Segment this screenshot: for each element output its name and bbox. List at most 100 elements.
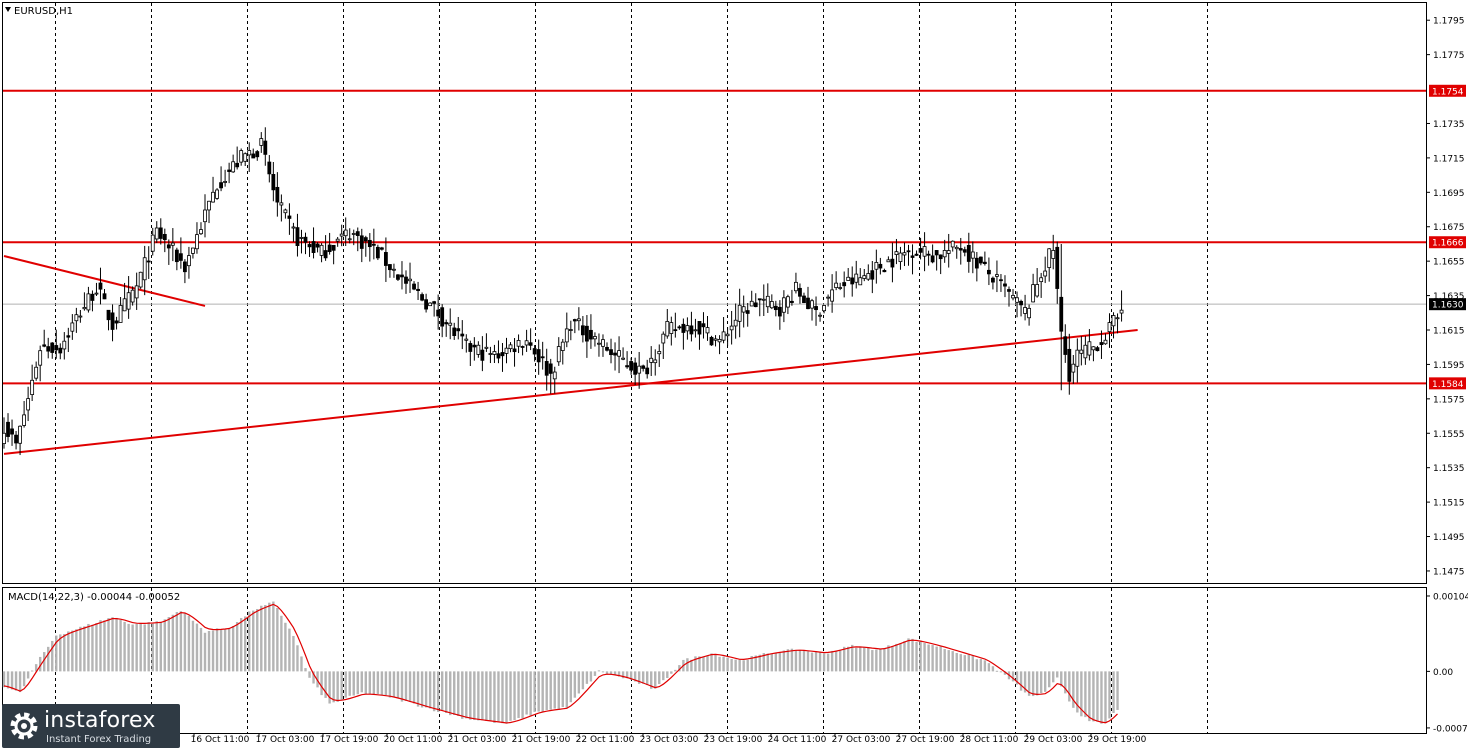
- macd-histogram-bar: [871, 650, 874, 672]
- macd-histogram-bar: [332, 671, 335, 703]
- candle-body: [492, 351, 497, 355]
- macd-histogram-bar: [252, 610, 255, 672]
- macd-histogram-bar: [95, 623, 98, 672]
- candle-body: [343, 229, 348, 237]
- candle-body: [239, 150, 244, 163]
- candle-body: [428, 302, 433, 307]
- y-tick-label: 1.1595: [1433, 361, 1465, 371]
- candle-body: [1003, 283, 1007, 287]
- macd-histogram-bar: [18, 671, 22, 693]
- candle-body: [697, 321, 702, 335]
- candle-body: [496, 353, 501, 359]
- candle-body: [279, 202, 284, 206]
- candle-body: [568, 329, 573, 331]
- candle-body: [231, 161, 236, 173]
- macd-histogram-bar: [400, 671, 404, 702]
- y-tick-label: 1.1535: [1433, 464, 1465, 474]
- macd-histogram-bar: [340, 671, 343, 701]
- macd-histogram-bar: [501, 671, 504, 724]
- candle-body: [1051, 250, 1056, 259]
- macd-histogram-bar: [1068, 671, 1071, 702]
- macd-histogram-bar: [1060, 671, 1063, 687]
- x-tick-label: 22 Oct 11:00: [576, 735, 635, 745]
- macd-histogram-bar: [477, 671, 480, 721]
- candle-body: [323, 250, 328, 259]
- candle-body: [781, 297, 786, 313]
- candle-body: [544, 361, 549, 376]
- candle-body: [572, 319, 577, 322]
- candle-body: [649, 357, 654, 363]
- candle-body: [589, 329, 593, 340]
- candle-body: [199, 229, 203, 235]
- candle-body: [363, 237, 368, 242]
- candle-body: [1067, 348, 1072, 382]
- macd-histogram-bar: [561, 671, 564, 708]
- macd-histogram-bar: [6, 671, 10, 689]
- macd-histogram-bar: [264, 605, 267, 672]
- x-tick-label: 16 Oct 11:00: [191, 735, 250, 745]
- candle-body: [532, 348, 537, 355]
- macd-histogram-bar: [171, 614, 175, 672]
- candle-body: [420, 294, 424, 301]
- candle-body: [247, 150, 252, 156]
- macd-histogram-bar: [280, 615, 283, 672]
- macd-histogram-bar: [473, 671, 476, 721]
- candle-body: [170, 242, 175, 246]
- macd-histogram-bar: [718, 656, 721, 672]
- candle-body: [830, 289, 835, 302]
- macd-histogram-bar: [686, 658, 689, 672]
- macd-histogram-bar: [637, 671, 641, 684]
- candle-body: [814, 306, 818, 311]
- candle-body: [713, 338, 718, 341]
- candle-body: [798, 287, 802, 297]
- y-tick-label: 1.1775: [1433, 51, 1465, 61]
- macd-histogram-bar: [312, 671, 315, 684]
- macd-histogram-bar: [754, 655, 757, 672]
- candle-body: [10, 428, 14, 435]
- macd-histogram-bar: [955, 653, 958, 672]
- candle-body: [436, 309, 441, 317]
- macd-histogram-bar: [585, 671, 589, 684]
- candle-body: [106, 309, 111, 321]
- candle-body: [689, 325, 694, 335]
- candle-body: [166, 244, 171, 249]
- macd-histogram-bar: [1076, 671, 1079, 713]
- candle-body: [42, 344, 47, 347]
- macd-histogram-bar: [348, 671, 351, 696]
- candle-body: [271, 174, 276, 191]
- macd-histogram-bar: [883, 648, 886, 672]
- macd-histogram-bar: [223, 628, 227, 672]
- macd-histogram-bar: [879, 648, 882, 672]
- candle-body: [677, 326, 682, 329]
- collapse-triangle-icon[interactable]: [5, 7, 11, 12]
- candle-body: [339, 233, 344, 237]
- candle-body: [802, 295, 806, 304]
- macd-histogram-bar: [931, 645, 934, 672]
- candle-body: [335, 238, 340, 242]
- macd-histogram-bar: [726, 657, 729, 672]
- candle-body: [404, 276, 408, 284]
- macd-histogram-bar: [662, 671, 665, 681]
- macd-histogram-bar: [1088, 671, 1091, 722]
- macd-histogram-bar: [1116, 671, 1119, 710]
- candle-body: [315, 243, 320, 248]
- macd-histogram-bar: [589, 671, 593, 682]
- macd-histogram-bar: [481, 671, 484, 721]
- candle-body: [970, 251, 975, 259]
- candle-body: [790, 300, 794, 303]
- macd-histogram-bar: [738, 659, 741, 672]
- candle-body: [456, 328, 461, 332]
- macd-histogram-bar: [308, 671, 311, 678]
- macd-histogram-bar: [461, 671, 464, 719]
- candle-body: [227, 169, 232, 172]
- candle-body: [371, 243, 376, 246]
- candle-body: [910, 255, 915, 258]
- macd-histogram-bar: [71, 630, 74, 672]
- current-price-label: 1.1630: [1432, 301, 1464, 311]
- candle-body: [926, 253, 931, 256]
- candle-body: [508, 344, 513, 350]
- macd-histogram-bar: [14, 671, 18, 691]
- candle-body: [142, 257, 147, 281]
